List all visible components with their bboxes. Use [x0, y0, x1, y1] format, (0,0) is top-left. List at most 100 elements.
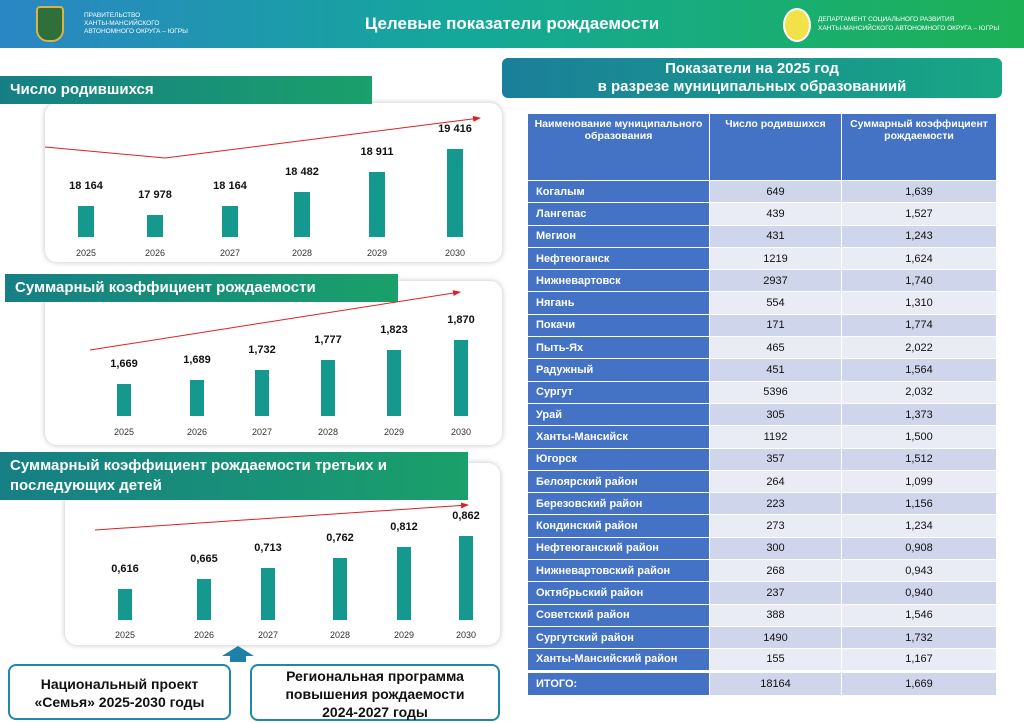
tfr3-year-label: 2030 — [455, 630, 477, 640]
cell-births: 223 — [709, 492, 842, 516]
total-row: ИТОГО: 18164 1,669 — [527, 669, 997, 696]
tfr-bar — [117, 384, 131, 416]
tfr3-bar — [197, 578, 211, 620]
births-value-label: 18 164 — [213, 180, 247, 193]
tfr-year-label: 2028 — [317, 427, 339, 437]
table-banner: Показатели на 2025 год в разрезе муниципа… — [502, 58, 1002, 98]
cell-municipality: Пыть-Ях — [527, 336, 710, 360]
births-year-label: 2027 — [219, 248, 241, 258]
tfr3-value-label: 0,665 — [190, 552, 218, 565]
tfr-bar — [321, 360, 335, 416]
tfr-bar — [454, 340, 468, 416]
cell-births: 305 — [709, 402, 842, 427]
tfr-value-label: 1,777 — [314, 334, 342, 347]
cell-municipality: Радужный — [527, 358, 710, 382]
col-header-municipality: Наименование муниципального образования — [527, 113, 710, 181]
tfr3-bar — [459, 536, 473, 620]
births-bar — [222, 206, 238, 237]
tfr-value-label: 1,669 — [110, 358, 138, 371]
tfr-bar — [190, 379, 204, 416]
table-row: Советский район 388 1,546 — [527, 603, 997, 627]
tfr3-bar — [261, 568, 275, 620]
total-label: ИТОГО: — [527, 669, 710, 696]
tfr3-bar — [333, 557, 347, 620]
cell-tfr: 1,564 — [841, 358, 997, 382]
page-title: Целевые показатели рождаемости — [364, 14, 660, 33]
cell-municipality: Сургутский район — [527, 625, 710, 650]
table-row: Сургут 5396 2,032 — [527, 380, 997, 404]
cell-tfr: 1,774 — [841, 313, 997, 338]
cell-tfr: 1,732 — [841, 625, 997, 650]
cell-tfr: 0,943 — [841, 559, 997, 583]
total-tfr: 1,669 — [841, 669, 997, 696]
births-chart-panel — [45, 103, 502, 262]
cell-tfr: 1,624 — [841, 246, 997, 271]
cell-tfr: 2,022 — [841, 336, 997, 360]
cell-municipality: Кондинский район — [527, 514, 710, 538]
cell-municipality: Советский район — [527, 603, 710, 627]
tfr3-year-label: 2029 — [393, 630, 415, 640]
table-row: Югорск 357 1,512 — [527, 447, 997, 471]
cell-births: 273 — [709, 514, 842, 538]
births-value-label: 19 416 — [438, 123, 472, 135]
births-value-label: 18 164 — [69, 180, 103, 193]
births-year-label: 2030 — [444, 248, 466, 258]
tfr3-value-label: 0,713 — [254, 542, 282, 555]
births-value-label: 18 911 — [360, 146, 394, 159]
tfr-value-label: 1,870 — [447, 314, 475, 326]
col-header-tfr: Суммарный коэффициент рождаемости — [841, 113, 997, 181]
births-bar — [369, 172, 385, 237]
cell-births: 1192 — [709, 425, 842, 449]
department-logo — [783, 8, 811, 42]
tfr-bar — [387, 350, 401, 416]
table-row: Нефтеюганск 1219 1,624 — [527, 246, 997, 271]
tfr3-year-label: 2028 — [329, 630, 351, 640]
cell-municipality: Ханты-Мансийск — [527, 425, 710, 449]
cell-births: 5396 — [709, 380, 842, 404]
tfr-value-label: 1,689 — [183, 353, 211, 366]
tfr-value-label: 1,823 — [380, 324, 408, 337]
births-bar — [447, 149, 463, 237]
cell-births: 388 — [709, 603, 842, 627]
cell-births: 649 — [709, 179, 842, 204]
table-row: Когалым 649 1,639 — [527, 179, 997, 204]
table-row: Ханты-Мансийск 1192 1,500 — [527, 425, 997, 449]
cell-tfr: 0,908 — [841, 536, 997, 561]
cell-tfr: 1,546 — [841, 603, 997, 627]
cell-births: 300 — [709, 536, 842, 561]
cell-tfr: 1,373 — [841, 402, 997, 427]
births-year-label: 2025 — [75, 248, 97, 258]
cell-municipality: Мегион — [527, 224, 710, 248]
table-row: Кондинский район 273 1,234 — [527, 514, 997, 538]
births-year-label: 2026 — [144, 248, 166, 258]
cell-municipality: Нефтеюганский район — [527, 536, 710, 561]
cell-municipality: Октябрьский район — [527, 581, 710, 605]
cell-municipality: Сургут — [527, 380, 710, 404]
cell-births: 554 — [709, 291, 842, 315]
cell-tfr: 2,032 — [841, 380, 997, 404]
tfr3-bar — [397, 546, 411, 620]
table-row: Мегион 431 1,243 — [527, 224, 997, 248]
cell-tfr: 1,156 — [841, 492, 997, 516]
cell-births: 2937 — [709, 269, 842, 293]
cell-municipality: Покачи — [527, 313, 710, 338]
births-bar — [294, 191, 310, 237]
cell-tfr: 1,310 — [841, 291, 997, 315]
cell-births: 171 — [709, 313, 842, 338]
cell-births: 1490 — [709, 625, 842, 650]
table-row: Березовский район 223 1,156 — [527, 492, 997, 516]
table-row: Ханты-Мансийский район 155 1,167 — [527, 648, 997, 672]
cell-births: 431 — [709, 224, 842, 248]
tfr3-value-label: 0,762 — [326, 531, 354, 544]
tfr-bar — [255, 370, 269, 416]
cell-tfr: 1,167 — [841, 648, 997, 672]
total-births: 18164 — [709, 669, 842, 696]
tfr3-year-label: 2025 — [114, 630, 136, 640]
cell-births: 264 — [709, 469, 842, 494]
tfr3-section-title: Суммарный коэффициент рождаемости третьи… — [0, 452, 468, 500]
cell-births: 155 — [709, 648, 842, 672]
table-row: Урай 305 1,373 — [527, 402, 997, 427]
tfr3-year-label: 2026 — [193, 630, 215, 640]
cell-tfr: 1,099 — [841, 469, 997, 494]
table-row: Нижневартовск 2937 1,740 — [527, 269, 997, 293]
